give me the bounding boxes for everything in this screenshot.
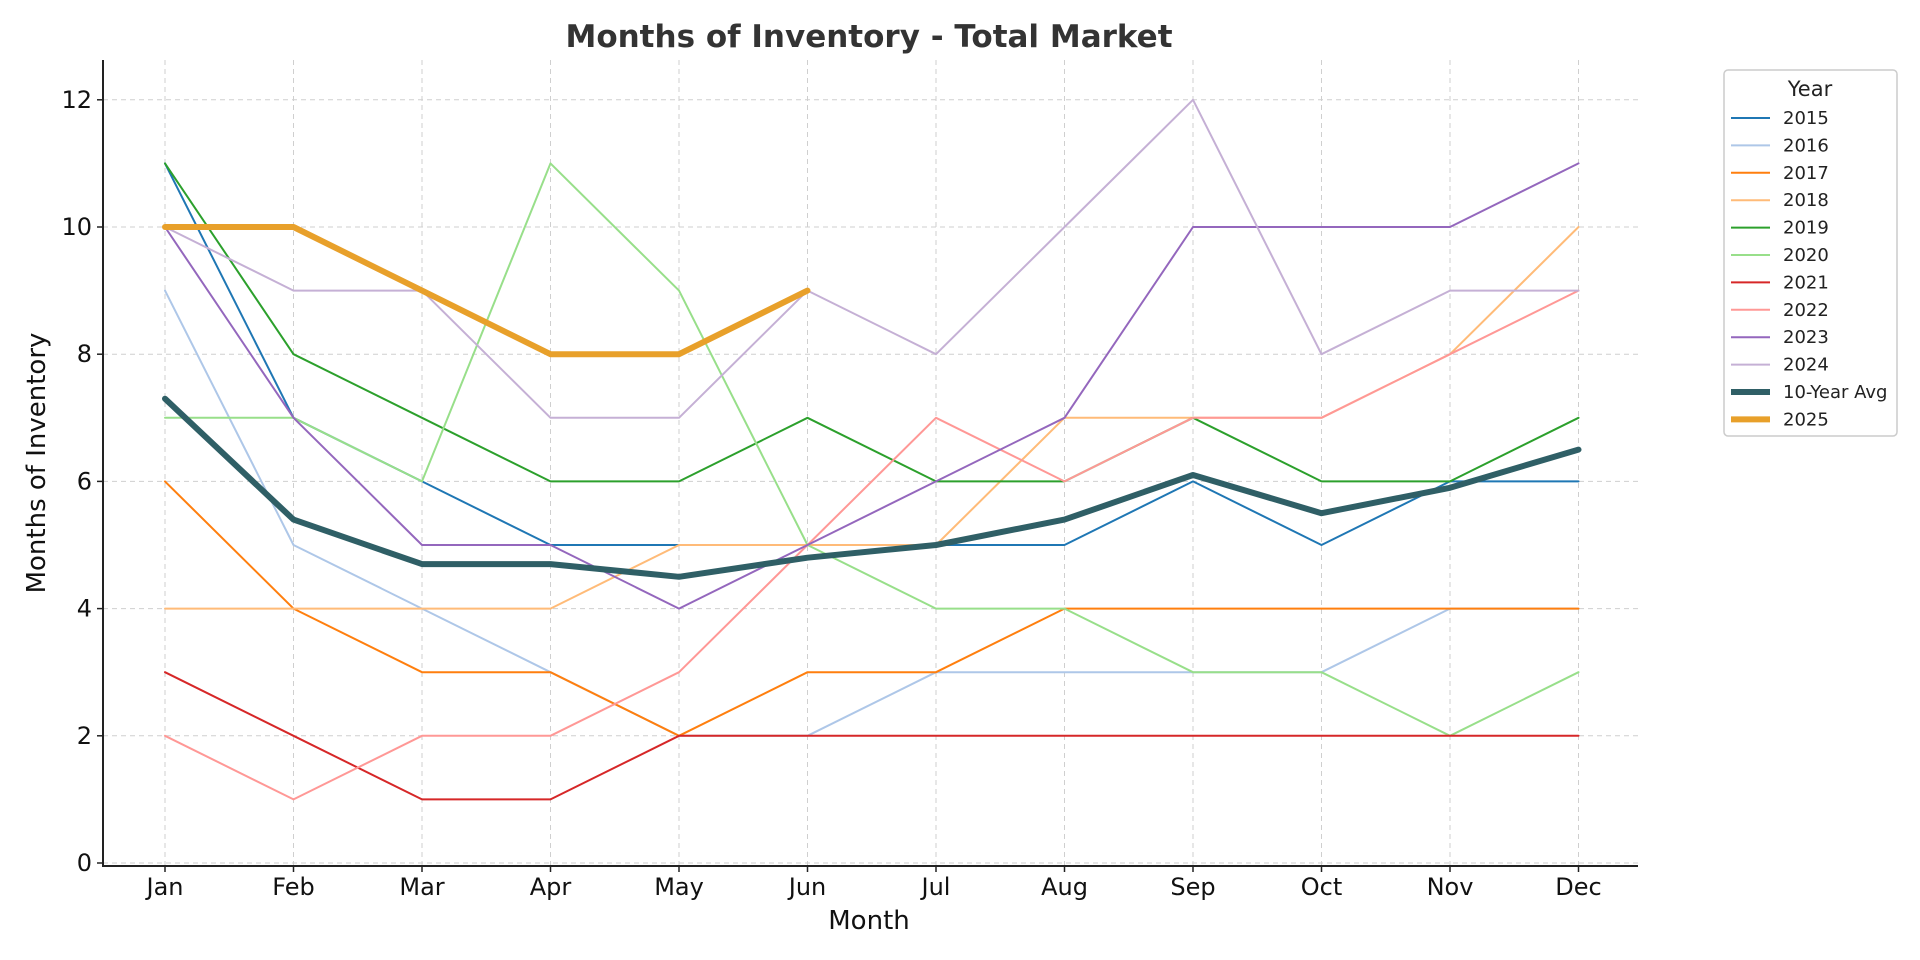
y-tick-label: 8 [77, 340, 92, 368]
x-tick-label: Jun [787, 873, 827, 901]
axes [102, 60, 1638, 867]
legend-title: Year [1787, 77, 1833, 101]
series-line-2021 [164, 671, 1580, 801]
x-tick-label: Sep [1170, 873, 1215, 901]
series-line-2023 [164, 162, 1580, 610]
y-axis-title: Months of Inventory [22, 333, 52, 594]
legend-label: 2017 [1783, 163, 1829, 184]
chart-title: Months of Inventory - Total Market [565, 19, 1172, 55]
legend-label: 2020 [1783, 245, 1829, 266]
tick-labels: Jan Feb Mar Apr May Jun Jul Aug Sep Oct Nov Dec 0 2 4 6… [61, 86, 1601, 901]
x-tick-label: Apr [530, 873, 572, 901]
series-line-2017 [164, 480, 1580, 737]
series-lines [162, 98, 1582, 801]
x-tick-label: Oct [1301, 873, 1343, 901]
x-axis-title: Month [828, 906, 910, 936]
legend-label: 2022 [1783, 300, 1829, 321]
legend: Year 2015 2016 2017 2018 2019 2020 2021 2022 202… [1723, 69, 1898, 437]
legend-label: 2024 [1783, 355, 1829, 376]
x-tick-label: Dec [1555, 873, 1601, 901]
legend-label: 2021 [1783, 272, 1829, 293]
legend-label: 2023 [1783, 327, 1829, 348]
legend-label: 2025 [1783, 409, 1829, 430]
y-tick-label: 2 [77, 722, 92, 750]
legend-label: 2018 [1783, 190, 1829, 211]
x-tick-label: Jul [920, 873, 951, 901]
series-line-10-year-avg [162, 395, 1582, 580]
legend-frame [1723, 69, 1898, 437]
x-tick-label: Mar [399, 873, 444, 901]
y-tick-label: 4 [77, 595, 92, 623]
y-tick-label: 12 [61, 86, 92, 114]
x-tick-label: Feb [272, 873, 315, 901]
y-tick-label: 10 [61, 213, 92, 241]
series-line-2020 [164, 162, 1580, 737]
series-line-2022 [164, 289, 1580, 801]
x-tick-label: Jan [145, 873, 184, 901]
series-line-2024 [164, 98, 1580, 419]
legend-label: 2016 [1783, 135, 1829, 156]
grid [103, 60, 1638, 866]
y-tick-label: 6 [77, 467, 92, 495]
series-line-2019 [164, 162, 1580, 483]
legend-label: 2015 [1783, 108, 1829, 129]
legend-label: 2019 [1783, 218, 1829, 239]
legend-label: 10-Year Avg [1783, 382, 1887, 403]
x-tick-label: Nov [1427, 873, 1474, 901]
x-tick-label: Aug [1041, 873, 1088, 901]
y-tick-label: 0 [77, 849, 92, 877]
series-line-2016 [164, 289, 1580, 737]
series-line-2025 [162, 224, 811, 358]
x-tick-label: May [654, 873, 704, 901]
